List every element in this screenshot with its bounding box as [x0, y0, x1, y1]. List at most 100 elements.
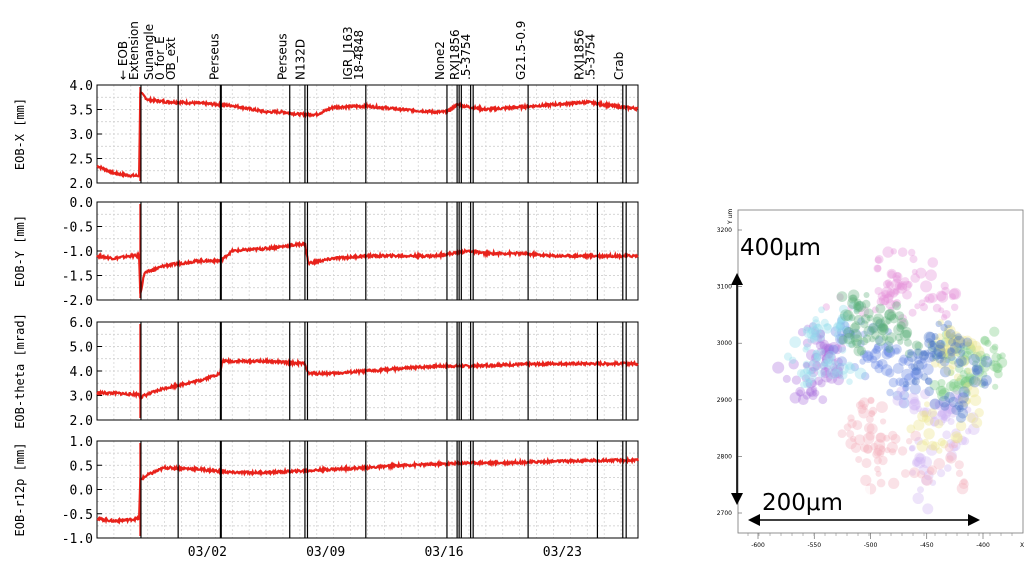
scatter-point: [849, 329, 855, 336]
scatter-point: [857, 339, 865, 348]
scatter-point: [902, 385, 909, 392]
event-label: N132D: [293, 39, 307, 80]
scatter-point: [960, 376, 972, 388]
scatter-point: [848, 340, 856, 349]
scatter-point: [924, 352, 935, 363]
scatter-point: [935, 342, 946, 352]
scatter-point: [960, 340, 967, 347]
scatter-point: [874, 287, 883, 295]
scatter-point: [974, 408, 984, 418]
scatter-point: [883, 348, 892, 356]
scatter-point: [938, 349, 949, 360]
y-axis-label: EOB-r12p [mm]: [13, 443, 27, 537]
scatter-point: [895, 377, 904, 387]
scatter-point: [927, 345, 937, 355]
scatter-point: [803, 326, 815, 339]
scatter-point: [801, 374, 810, 383]
scatter-point: [956, 412, 966, 423]
scatter-point: [878, 455, 888, 466]
scatter-point: [921, 414, 931, 423]
scatter-point: [954, 395, 964, 405]
scatter-point: [957, 392, 969, 404]
scatter-point: [923, 470, 934, 481]
scatter-point: [927, 440, 938, 451]
scatter-point: [927, 339, 934, 347]
scatter-point: [836, 362, 849, 375]
event-label: 0_for_E: [153, 36, 167, 80]
scatter-point: [828, 344, 839, 355]
scatter-point: [941, 348, 953, 359]
scatter-point: [962, 350, 972, 361]
scatter-point: [796, 389, 804, 397]
scatter-point: [845, 314, 854, 322]
scatter-point: [971, 364, 979, 373]
scatter-point: [823, 344, 835, 356]
scatter-point: [826, 351, 834, 359]
scatter-point: [962, 335, 973, 346]
scatter-point: [914, 436, 923, 446]
scatter-point: [861, 458, 872, 469]
scatter-point: [882, 280, 892, 289]
scatter-point: [817, 369, 826, 378]
scatter-point: [930, 441, 940, 451]
y-axis-unit: Y um: [727, 209, 734, 225]
scatter-point: [908, 445, 915, 452]
scatter-point: [917, 410, 929, 422]
scatter-point: [984, 339, 992, 347]
scatter-point: [881, 348, 893, 360]
y-tick-label: 3.5: [70, 104, 93, 119]
scatter-point: [812, 361, 822, 371]
scatter-point: [951, 303, 959, 311]
scatter-point: [863, 308, 874, 319]
scatter-point: [910, 273, 920, 283]
scatter-point: [870, 442, 879, 451]
scatter-point: [884, 308, 897, 321]
scatter-point: [813, 330, 826, 343]
scatter-point: [992, 362, 1003, 374]
scatter-point: [877, 292, 887, 301]
scatter-point: [824, 343, 835, 354]
scatter-point: [826, 367, 839, 380]
scatter-point: [933, 344, 946, 357]
scatter-point: [850, 330, 862, 343]
scatter-point: [829, 368, 839, 378]
scatter-point: [938, 388, 950, 399]
scatter-point: [963, 389, 971, 397]
scatter-point: [866, 354, 873, 361]
scatter-point: [806, 367, 814, 375]
event-label: .5-3754: [583, 34, 597, 80]
scatter-point: [866, 423, 878, 435]
scatter-point: [951, 405, 962, 415]
scatter-point: [815, 340, 825, 350]
scatter-point: [915, 405, 922, 412]
scatter-point: [939, 407, 952, 419]
panel: 6.0 5.0 4.0 3.0 2.0 EOB-theta [mrad]: [13, 313, 639, 429]
scatter-point: [863, 444, 873, 454]
scatter-point: [918, 299, 926, 307]
scatter-point: [936, 339, 946, 349]
scatter-point: [836, 334, 848, 345]
scatter-point: [821, 343, 834, 356]
scatter-point: [958, 386, 970, 398]
scatter-point: [836, 293, 844, 301]
scatter-point: [945, 329, 956, 339]
scatter-point: [789, 336, 801, 348]
scatter-point: [795, 386, 806, 397]
scatter-point: [901, 277, 910, 286]
scatter-point: [886, 388, 894, 397]
scatter-point: [949, 337, 960, 348]
scatter-point: [819, 349, 831, 361]
scatter-point: [895, 333, 903, 342]
scatter-point: [919, 303, 928, 312]
scatter-point: [927, 292, 938, 303]
scatter-point: [965, 344, 977, 356]
scatter-point: [837, 343, 846, 353]
scatter-point: [923, 349, 930, 357]
scatter-point: [783, 352, 793, 361]
scatter-point: [823, 349, 833, 359]
scatter-point: [862, 350, 873, 362]
y-tick-label: 2.0: [70, 414, 93, 429]
scatter-point: [957, 408, 969, 419]
scatter-point: [940, 345, 952, 357]
scatter-point: [908, 363, 915, 370]
